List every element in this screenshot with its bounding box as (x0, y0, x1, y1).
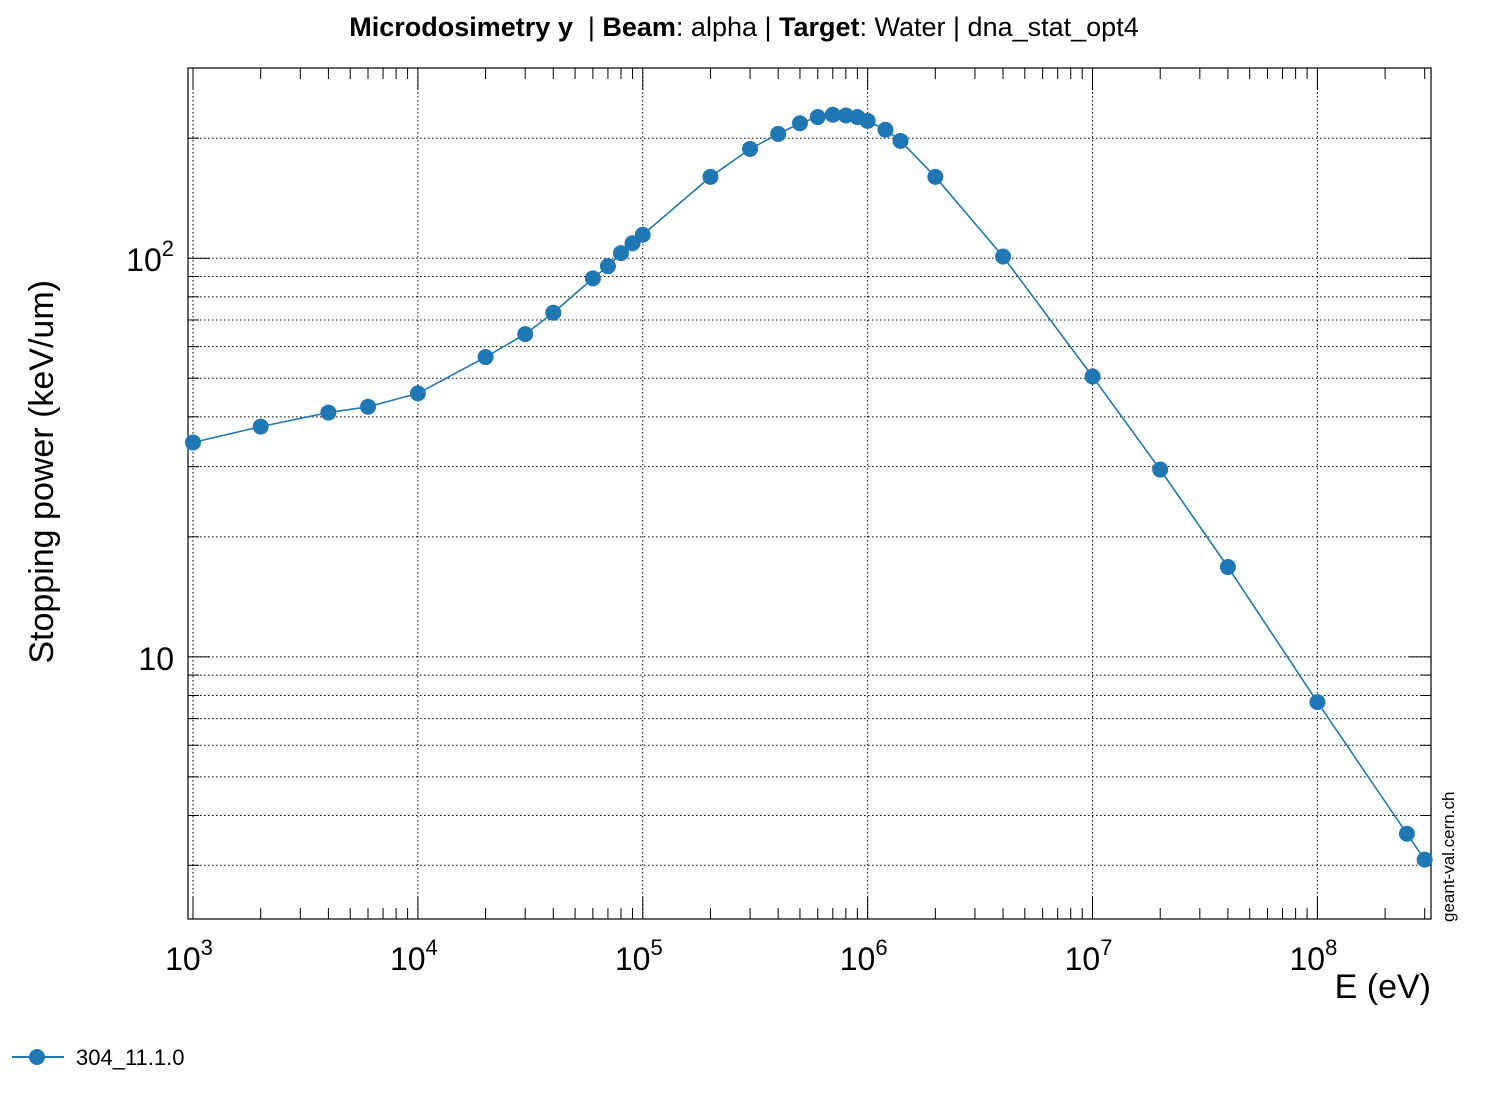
title-beam-value: : alpha | (676, 12, 779, 42)
data-point (927, 168, 944, 185)
data-point (995, 248, 1012, 265)
x-tick-label-exponent: 4 (426, 935, 438, 960)
series-layer (185, 106, 1433, 868)
data-point (634, 226, 651, 243)
y-tick-label: 102 (126, 236, 174, 278)
watermark: geant-val.cern.ch (1439, 792, 1458, 922)
data-point (702, 168, 719, 185)
data-point (599, 258, 616, 275)
y-axis-title: Stopping power (keV/um) (23, 280, 61, 664)
legend-entry-label: 304_11.1.0 (76, 1045, 184, 1070)
data-point (791, 115, 808, 132)
x-tick-label: 108 (1289, 935, 1337, 977)
data-point (1398, 825, 1415, 842)
x-tick-label-base: 10 (1065, 941, 1101, 977)
y-tick-label-base: 10 (138, 641, 174, 677)
title-microdosimetry: Microdosimetry y (349, 12, 573, 42)
x-tick-label-base: 10 (615, 941, 651, 977)
data-point (477, 349, 494, 366)
data-point (824, 106, 841, 123)
data-point (359, 398, 376, 415)
tick-layer (188, 67, 1431, 919)
data-point (1416, 851, 1433, 868)
data-point (1152, 461, 1169, 478)
data-point (252, 418, 269, 435)
data-point (1084, 368, 1101, 385)
title-target-value: : Water | dna_stat_opt4 (860, 12, 1139, 42)
x-tick-label-exponent: 7 (1100, 935, 1112, 960)
x-axis-title: E (eV) (1335, 968, 1431, 1006)
data-point (185, 434, 202, 451)
data-point (545, 304, 562, 321)
y-tick-label-exponent: 2 (162, 236, 174, 261)
data-point (892, 132, 909, 149)
data-point (809, 109, 826, 126)
x-tick-label-exponent: 8 (1325, 935, 1337, 960)
chart-title: Microdosimetry y | Beam: alpha | Target:… (349, 12, 1138, 42)
x-tick-label: 107 (1065, 935, 1113, 977)
legend-marker (29, 1049, 45, 1065)
data-point (770, 125, 787, 142)
x-tick-label: 106 (840, 935, 888, 977)
plot-area (188, 68, 1431, 919)
x-tick-label: 104 (390, 935, 438, 977)
legend: 304_11.1.0 (12, 1045, 184, 1070)
x-tick-label-exponent: 5 (650, 935, 662, 960)
x-tick-label-base: 10 (1289, 941, 1325, 977)
data-point (1219, 559, 1236, 576)
data-point (517, 326, 534, 343)
x-tick-label-base: 10 (165, 941, 201, 977)
data-point (742, 140, 759, 157)
data-point (584, 270, 601, 287)
plot-frame (187, 67, 1432, 920)
x-tick-label-exponent: 3 (201, 935, 213, 960)
title-beam-label: Beam (602, 12, 676, 42)
data-point (409, 385, 426, 402)
x-tick-label: 105 (615, 935, 663, 977)
x-tick-label: 103 (165, 935, 213, 977)
x-tick-label-base: 10 (390, 941, 426, 977)
title-target-label: Target (779, 12, 860, 42)
title-separator: | (573, 12, 603, 42)
x-tick-label-exponent: 6 (875, 935, 887, 960)
y-tick-label-base: 10 (126, 242, 162, 278)
y-tick-label: 10 (138, 641, 174, 677)
x-tick-label-base: 10 (840, 941, 876, 977)
data-point (1309, 694, 1326, 711)
data-point (877, 121, 894, 138)
data-point (859, 112, 876, 129)
data-point (320, 404, 337, 421)
data-point (612, 245, 629, 262)
